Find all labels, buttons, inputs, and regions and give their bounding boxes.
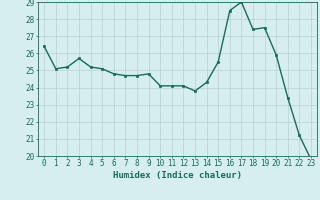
X-axis label: Humidex (Indice chaleur): Humidex (Indice chaleur) (113, 171, 242, 180)
